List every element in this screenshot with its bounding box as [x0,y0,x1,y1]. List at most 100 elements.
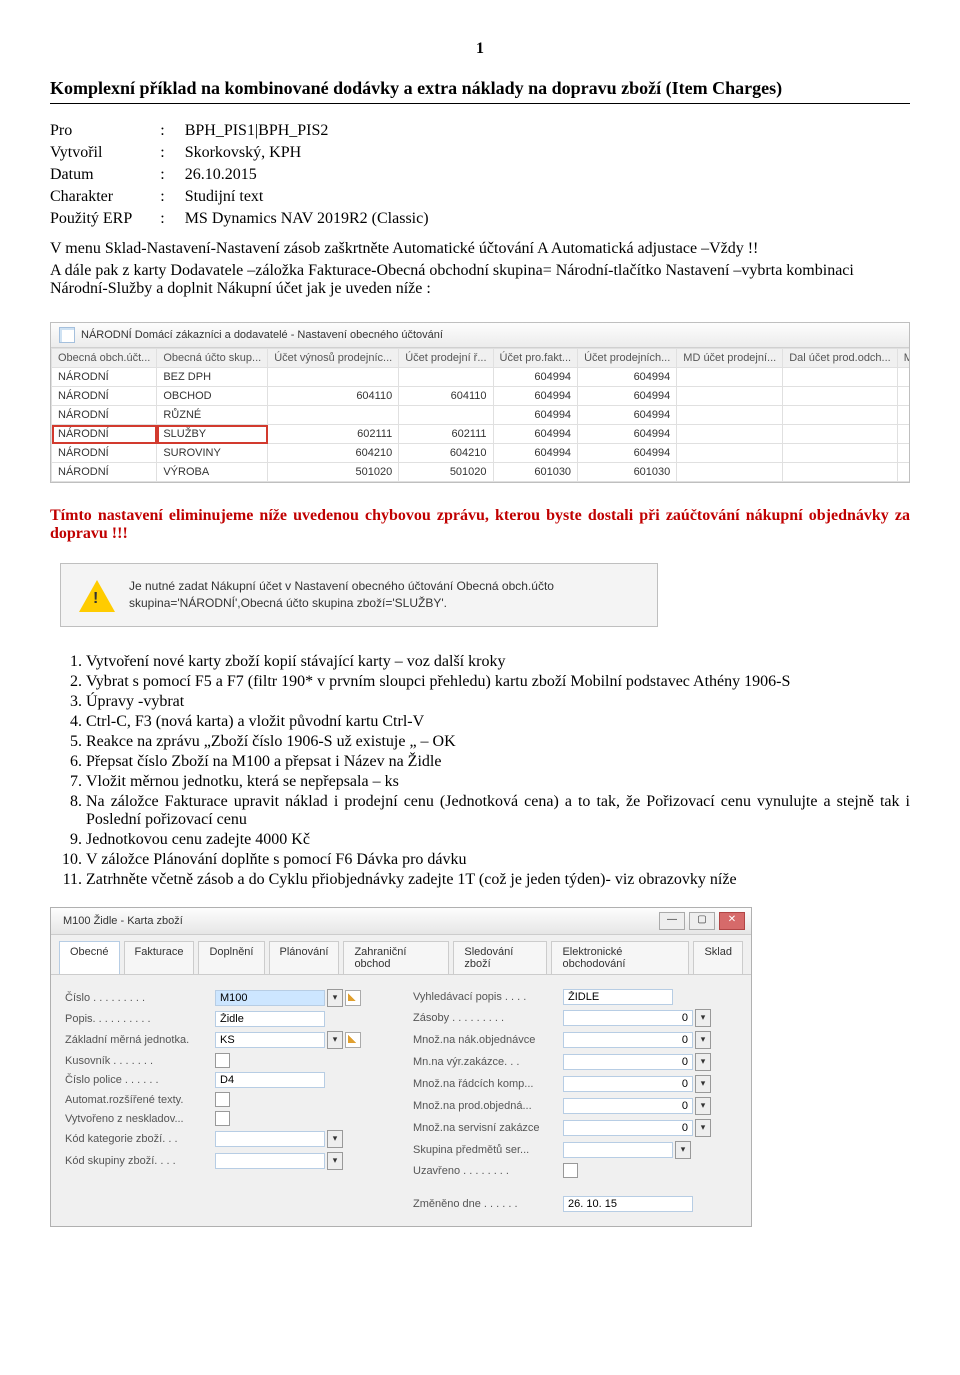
tab-sledování-zboží[interactable]: Sledování zboží [453,941,547,974]
grid-cell[interactable] [677,387,783,406]
grid-cell[interactable]: BEZ DPH [157,368,268,387]
edit-icon[interactable] [345,990,361,1006]
grid-cell[interactable]: 501020 [268,463,399,482]
text-field[interactable] [215,1153,325,1169]
grid-cell[interactable]: 604994 [578,387,677,406]
grid-cell[interactable] [783,406,898,425]
grid-cell[interactable] [897,463,909,482]
text-field[interactable] [563,1142,673,1158]
checkbox[interactable] [215,1092,230,1107]
grid-cell[interactable]: 604110 [268,387,399,406]
tab-plánování[interactable]: Plánování [269,941,340,974]
text-field[interactable] [215,1072,325,1088]
grid-cell[interactable] [677,463,783,482]
close-button[interactable]: ✕ [719,912,745,930]
dropdown-arrow-icon[interactable]: ▾ [327,1031,343,1049]
grid-cell[interactable]: 604994 [578,406,677,425]
maximize-button[interactable]: ▢ [689,912,715,930]
grid-cell[interactable] [268,406,399,425]
grid-cell[interactable]: NÁRODNÍ [52,406,157,425]
dropdown-arrow-icon[interactable]: ▾ [695,1075,711,1093]
text-field[interactable] [563,989,673,1005]
grid-cell[interactable] [677,368,783,387]
grid-cell[interactable]: 604994 [578,444,677,463]
grid-cell[interactable] [897,425,909,444]
dropdown-arrow-icon[interactable]: ▾ [695,1009,711,1027]
grid-cell[interactable]: 601030 [578,463,677,482]
grid-cell[interactable]: 602111 [399,425,493,444]
grid-cell[interactable]: NÁRODNÍ [52,387,157,406]
grid-header[interactable]: Účet prodejních... [578,349,677,368]
grid-cell[interactable]: RŮZNÉ [157,406,268,425]
grid-cell[interactable] [897,406,909,425]
tab-elektronické-obchodování[interactable]: Elektronické obchodování [551,941,689,974]
grid-cell[interactable]: 501020 [399,463,493,482]
grid-cell[interactable] [783,444,898,463]
grid-cell[interactable]: 604994 [493,425,578,444]
minimize-button[interactable]: — [659,912,685,930]
grid-cell[interactable] [677,406,783,425]
grid-cell[interactable]: NÁRODNÍ [52,425,157,444]
text-field[interactable] [215,990,325,1006]
grid-cell[interactable] [783,425,898,444]
grid-cell[interactable] [897,444,909,463]
grid-cell[interactable]: 604994 [578,368,677,387]
grid-header[interactable]: Obecná účto skup... [157,349,268,368]
grid-cell[interactable]: 604994 [493,387,578,406]
tab-obecné[interactable]: Obecné [59,941,120,974]
grid-cell[interactable] [783,387,898,406]
accounting-grid[interactable]: Obecná obch.účt...Obecná účto skup...Úče… [51,348,909,482]
grid-header[interactable]: Účet výnosů prodejníc... [268,349,399,368]
grid-cell[interactable]: 602111 [268,425,399,444]
tab-fakturace[interactable]: Fakturace [124,941,195,974]
grid-header[interactable]: MD účet prod.odch... [897,349,909,368]
grid-cell[interactable]: 604110 [399,387,493,406]
dropdown-arrow-icon[interactable]: ▾ [327,1130,343,1148]
grid-header[interactable]: Dal účet prod.odch... [783,349,898,368]
grid-cell[interactable] [677,425,783,444]
grid-cell[interactable] [897,368,909,387]
edit-icon[interactable] [345,1032,361,1048]
grid-cell[interactable] [399,368,493,387]
grid-header[interactable]: Účet prodejní ř... [399,349,493,368]
grid-cell[interactable]: SLUŽBY [157,425,268,444]
dropdown-arrow-icon[interactable]: ▾ [327,989,343,1007]
grid-cell[interactable] [399,406,493,425]
dropdown-arrow-icon[interactable]: ▾ [675,1141,691,1159]
grid-cell[interactable]: 604994 [493,444,578,463]
dropdown-arrow-icon[interactable]: ▾ [695,1031,711,1049]
checkbox[interactable] [215,1053,230,1068]
dropdown-arrow-icon[interactable]: ▾ [327,1152,343,1170]
tab-zahraniční-obchod[interactable]: Zahraniční obchod [343,941,449,974]
grid-cell[interactable]: 604994 [578,425,677,444]
grid-cell[interactable] [677,444,783,463]
grid-cell[interactable]: 604210 [399,444,493,463]
grid-cell[interactable]: NÁRODNÍ [52,463,157,482]
text-field[interactable] [215,1011,325,1027]
grid-cell[interactable]: SUROVINY [157,444,268,463]
grid-header[interactable]: MD účet prodejní... [677,349,783,368]
grid-cell[interactable]: VÝROBA [157,463,268,482]
grid-header[interactable]: Účet pro.fakt... [493,349,578,368]
grid-cell[interactable]: NÁRODNÍ [52,444,157,463]
tab-doplnění[interactable]: Doplnění [198,941,264,974]
tab-sklad[interactable]: Sklad [693,941,743,974]
checkbox[interactable] [563,1163,578,1178]
grid-cell[interactable]: 604994 [493,406,578,425]
grid-cell[interactable] [268,368,399,387]
grid-cell[interactable]: 601030 [493,463,578,482]
grid-cell[interactable]: 604210 [268,444,399,463]
grid-cell[interactable] [783,368,898,387]
grid-cell[interactable] [897,387,909,406]
grid-cell[interactable] [783,463,898,482]
dropdown-arrow-icon[interactable]: ▾ [695,1097,711,1115]
text-field[interactable] [215,1131,325,1147]
dropdown-arrow-icon[interactable]: ▾ [695,1119,711,1137]
text-field[interactable] [215,1032,325,1048]
grid-cell[interactable]: NÁRODNÍ [52,368,157,387]
grid-cell[interactable]: 604994 [493,368,578,387]
grid-cell[interactable]: OBCHOD [157,387,268,406]
dropdown-arrow-icon[interactable]: ▾ [695,1053,711,1071]
checkbox[interactable] [215,1111,230,1126]
grid-header[interactable]: Obecná obch.účt... [52,349,157,368]
